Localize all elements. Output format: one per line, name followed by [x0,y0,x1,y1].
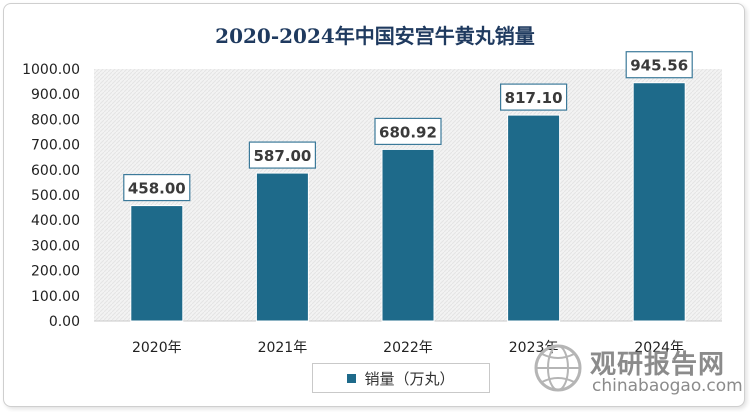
x-tick-label: 2022年 [383,340,433,356]
bar [632,82,686,322]
y-tick-label: 0.00 [49,314,80,330]
y-tick-label: 1000.00 [22,62,80,78]
bar [255,172,309,322]
bar [381,148,435,322]
x-tick-label: 2023年 [509,340,559,356]
y-tick-label: 500.00 [31,188,80,204]
y-tick-label: 200.00 [31,264,80,280]
y-tick-label: 800.00 [31,112,80,128]
data-label: 587.00 [253,147,311,165]
data-label-box [123,173,191,202]
y-tick-label: 100.00 [31,289,80,305]
legend-label: 销量（万丸） [364,369,455,388]
watermark-name: 观研报告网 [590,350,726,380]
y-tick-label: 900.00 [31,87,80,103]
x-tick-label: 2021年 [258,340,308,356]
y-tick-label: 400.00 [31,213,80,229]
y-tick-label: 600.00 [31,163,80,179]
chart-title: 2020-2024年中国安宫牛黄丸销量 [215,24,535,48]
y-tick-label: 700.00 [31,138,80,154]
data-label: 945.56 [630,57,688,75]
x-tick-label: 2020年 [132,340,182,356]
legend-swatch [347,373,357,383]
data-label-box [374,117,442,146]
globe-logo-icon [534,344,582,392]
data-label: 680.92 [379,123,437,141]
data-label: 458.00 [128,180,186,198]
bar [507,114,561,322]
data-label-box [500,83,568,111]
bar [130,205,184,322]
y-tick-label: 300.00 [31,238,80,254]
data-label-box [248,141,316,169]
data-label: 817.10 [505,89,563,107]
x-tick-label: 2024年 [634,340,684,356]
legend: 销量（万丸） [312,363,490,393]
data-label-box [625,51,693,79]
watermark-url: chinabaogao.com [592,376,743,396]
